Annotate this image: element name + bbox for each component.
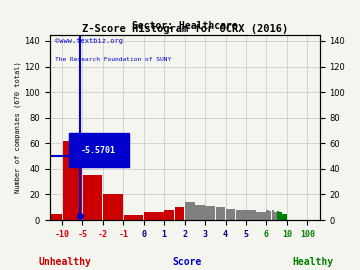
Bar <box>266 210 269 220</box>
Bar <box>216 207 225 220</box>
Bar <box>165 210 174 220</box>
Bar <box>256 212 266 220</box>
Bar <box>226 208 235 220</box>
Bar <box>103 194 123 220</box>
Bar <box>175 207 184 220</box>
Text: Sector: Healthcare: Sector: Healthcare <box>132 21 238 31</box>
Text: Healthy: Healthy <box>293 257 334 267</box>
Bar <box>236 210 246 220</box>
Text: -5.5701: -5.5701 <box>81 146 116 155</box>
Bar <box>271 210 274 220</box>
Bar <box>269 211 271 220</box>
Text: Score: Score <box>172 257 202 267</box>
Bar <box>124 215 143 220</box>
Bar <box>274 212 276 220</box>
Text: Unhealthy: Unhealthy <box>39 257 91 267</box>
Bar <box>282 214 284 220</box>
Bar <box>83 175 102 220</box>
Bar <box>63 141 82 220</box>
Text: The Research Foundation of SUNY: The Research Foundation of SUNY <box>55 57 171 62</box>
Title: Z-Score Histogram for OCRX (2016): Z-Score Histogram for OCRX (2016) <box>81 24 288 34</box>
Bar <box>205 206 215 220</box>
Bar <box>277 211 279 220</box>
Bar <box>185 202 195 220</box>
Bar <box>246 210 256 220</box>
Bar <box>284 214 287 220</box>
Y-axis label: Number of companies (670 total): Number of companies (670 total) <box>15 62 22 193</box>
Bar <box>279 212 282 220</box>
Bar <box>195 205 205 220</box>
Bar <box>46 214 62 220</box>
Bar <box>144 212 164 220</box>
Text: ©www.textbiz.org: ©www.textbiz.org <box>55 38 123 44</box>
